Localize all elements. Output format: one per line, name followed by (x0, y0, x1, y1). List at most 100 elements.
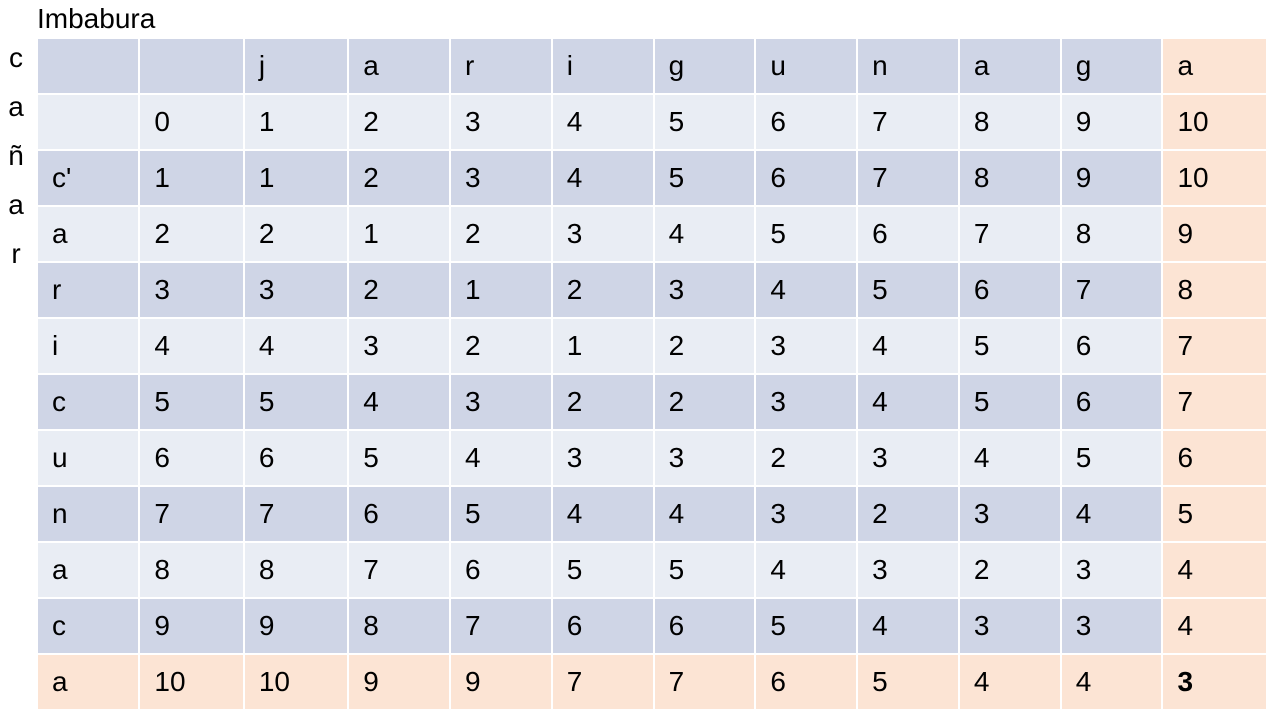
table-cell: 6 (957, 261, 1062, 319)
table-cell: 6 (1059, 373, 1164, 431)
table-cell: 4 (957, 429, 1062, 487)
table-cell: 2 (242, 205, 350, 263)
table-cell: 7 (652, 653, 757, 711)
row-letter-cell: a (35, 653, 141, 711)
table-cell: 6 (550, 597, 655, 655)
table-cell: 7 (856, 149, 960, 207)
table-cell: 5 (242, 373, 350, 431)
table-cell: 7 (347, 541, 452, 599)
table-cell: 5 (957, 373, 1062, 431)
column-letter-cell: a (957, 37, 1062, 95)
table-cell: 7 (1059, 261, 1164, 319)
table-cell: 3 (550, 429, 655, 487)
table-cell: 6 (347, 485, 452, 543)
region-title: Imbabura (37, 3, 156, 34)
table-cell (35, 37, 141, 95)
vertical-letter: a (8, 189, 24, 220)
table-cell: 1 (550, 317, 655, 375)
table-cell: 4 (856, 597, 960, 655)
table-cell: 8 (1161, 261, 1268, 319)
table-cell: 3 (754, 317, 859, 375)
table-cell: 10 (138, 653, 245, 711)
table-cell: 2 (347, 149, 452, 207)
table-cell: 7 (957, 205, 1062, 263)
table-cell: 4 (754, 541, 859, 599)
table-cell: 3 (957, 485, 1062, 543)
table-cell: 3 (856, 429, 960, 487)
column-letter-cell: u (754, 37, 859, 95)
table-cell: 5 (957, 317, 1062, 375)
table-row: 0 1 2 3 4 5 6 7 8 9 10 (35, 93, 1268, 151)
column-letter-cell: g (1059, 37, 1164, 95)
result-cell: 3 (1161, 653, 1268, 711)
row-letter-cell: r (35, 261, 141, 319)
table-cell: 3 (1059, 597, 1164, 655)
table-cell: 4 (856, 317, 960, 375)
table-cell: 9 (347, 653, 452, 711)
table-cell: 3 (652, 429, 757, 487)
table-cell: 2 (957, 541, 1062, 599)
vertical-letter: ñ (8, 140, 24, 171)
table-cell: 4 (856, 373, 960, 431)
table-cell: 10 (1161, 93, 1268, 151)
table-cell: 7 (1161, 317, 1268, 375)
table-cell: 3 (856, 541, 960, 599)
table-cell: 8 (138, 541, 245, 599)
table-cell: 4 (1059, 653, 1164, 711)
table-row: a 10 10 9 9 7 7 6 5 4 4 3 (35, 653, 1268, 711)
row-letter-cell: c' (35, 149, 141, 207)
table-cell: 7 (138, 485, 245, 543)
table-cell: 5 (1161, 485, 1268, 543)
column-letter-cell: a (347, 37, 452, 95)
table-cell: 2 (550, 373, 655, 431)
table-cell: 4 (1161, 597, 1268, 655)
table-cell: 10 (1161, 149, 1268, 207)
table-cell: 7 (550, 653, 655, 711)
table-cell: 2 (652, 373, 757, 431)
table-cell: 5 (1059, 429, 1164, 487)
table-row: c' 1 1 2 3 4 5 6 7 8 9 10 (35, 149, 1268, 207)
table-cell: 4 (347, 373, 452, 431)
table-cell: 3 (754, 485, 859, 543)
column-letter-cell: j (242, 37, 350, 95)
table-cell: 9 (138, 597, 245, 655)
table-cell: 6 (652, 597, 757, 655)
table-cell: 4 (550, 485, 655, 543)
table-cell: 6 (856, 205, 960, 263)
table-cell: 7 (449, 597, 553, 655)
table-cell: 9 (242, 597, 350, 655)
table-cell: 2 (347, 93, 452, 151)
row-letter-cell: c (35, 373, 141, 431)
table-cell: 7 (242, 485, 350, 543)
table-cell: 3 (754, 373, 859, 431)
table-cell: 4 (242, 317, 350, 375)
table-cell: 10 (242, 653, 350, 711)
table-cell: 1 (347, 205, 452, 263)
row-letter-cell: a (35, 541, 141, 599)
table-cell: 8 (347, 597, 452, 655)
table-cell: 2 (754, 429, 859, 487)
table-cell: 0 (138, 93, 245, 151)
row-letter-cell: a (35, 205, 141, 263)
table-cell: 3 (242, 261, 350, 319)
table-cell: 4 (754, 261, 859, 319)
table-cell: 1 (242, 149, 350, 207)
table-cell: 1 (138, 149, 245, 207)
column-letter-cell: a (1161, 37, 1268, 95)
edit-distance-table: j a r i g u n a g a 0 1 2 3 4 5 6 7 8 9 10 c' 1 1 2 3 4 5 6 7 8 9 10 a 2 2 1… (35, 37, 1268, 711)
table-cell: 4 (449, 429, 553, 487)
vertical-letter: c (9, 42, 23, 73)
table-cell: 8 (1059, 205, 1164, 263)
table-cell: 6 (754, 93, 859, 151)
table-cell: 7 (1161, 373, 1268, 431)
table-cell: 4 (138, 317, 245, 375)
table-cell: 3 (957, 597, 1062, 655)
table-cell: 6 (138, 429, 245, 487)
